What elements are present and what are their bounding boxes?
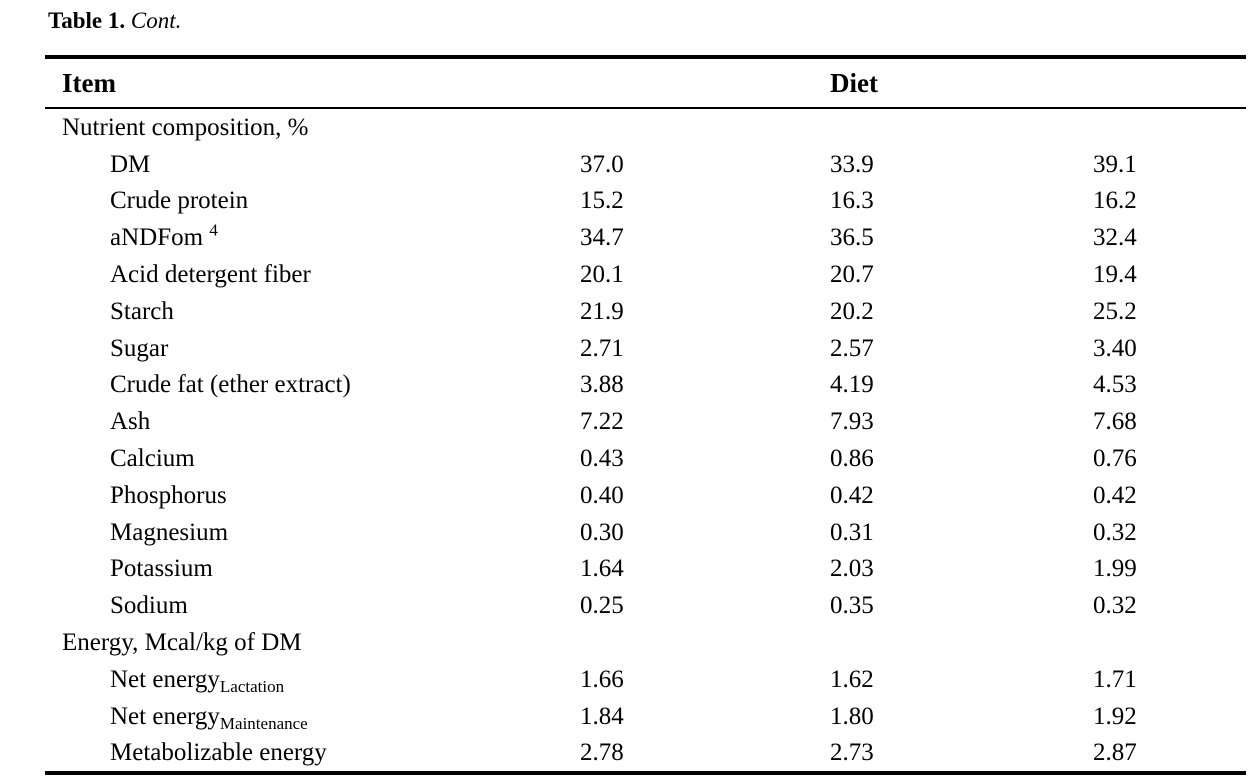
table-row: Sugar 2.71 2.57 3.40 [45, 330, 1246, 367]
column-header-diet: Diet [830, 67, 878, 98]
subscript-label: Lactation [219, 676, 285, 696]
cell-value: 19.4 [1093, 261, 1137, 289]
cell-value: 0.86 [830, 445, 874, 473]
table-row: Phosphorus 0.40 0.42 0.42 [45, 477, 1246, 514]
row-label: Potassium [110, 555, 213, 583]
cell-value: 0.25 [580, 592, 624, 620]
cell-value: 37.0 [580, 150, 624, 178]
cell-value: 0.40 [580, 481, 624, 509]
table-row: Calcium 0.43 0.86 0.76 [45, 440, 1246, 477]
cell-value: 32.4 [1093, 224, 1137, 252]
cell-value: 1.66 [580, 665, 624, 693]
cell-value: 7.22 [580, 408, 624, 436]
cell-value: 0.42 [830, 481, 874, 509]
cell-value: 3.88 [580, 371, 624, 399]
table-row: Potassium 1.64 2.03 1.99 [45, 551, 1246, 588]
row-label: Energy, Mcal/kg of DM [62, 629, 302, 657]
table-caption: Table 1. Cont. [48, 8, 181, 34]
cell-value: 4.19 [830, 371, 874, 399]
cell-value: 20.7 [830, 261, 874, 289]
row-label: Sodium [110, 592, 188, 620]
table-row: DM 37.0 33.9 39.1 [45, 146, 1246, 183]
footnote-superscript: 4 [209, 220, 218, 240]
section-row: Energy, Mcal/kg of DM [45, 624, 1246, 661]
table-body: Nutrient composition, % DM 37.0 33.9 39.1 Cru… [45, 109, 1246, 771]
table-caption-number: Table 1. [48, 8, 126, 33]
row-label: Crude fat (ether extract) [110, 371, 351, 399]
row-label: Sugar [110, 334, 169, 362]
row-label: Net energyLactation [110, 665, 285, 696]
cell-value: 0.42 [1093, 481, 1137, 509]
cell-value: 20.2 [830, 297, 874, 325]
cell-value: 36.5 [830, 224, 874, 252]
table-row: Starch 21.9 20.2 25.2 [45, 293, 1246, 330]
cell-value: 0.35 [830, 592, 874, 620]
cell-value: 7.93 [830, 408, 874, 436]
cell-value: 1.80 [830, 702, 874, 730]
cell-value: 1.71 [1093, 665, 1137, 693]
row-label: Phosphorus [110, 481, 227, 509]
cell-value: 1.64 [580, 555, 624, 583]
row-label: Calcium [110, 445, 195, 473]
cell-value: 16.3 [830, 187, 874, 215]
table-row: Metabolizable energy 2.78 2.73 2.87 [45, 735, 1246, 772]
row-label: Acid detergent fiber [110, 261, 311, 289]
cell-value: 34.7 [580, 224, 624, 252]
cell-value: 33.9 [830, 150, 874, 178]
row-label: Metabolizable energy [110, 739, 327, 767]
section-row: Nutrient composition, % [45, 109, 1246, 146]
cell-value: 3.40 [1093, 334, 1137, 362]
row-label: Crude protein [110, 187, 249, 215]
row-label: Starch [110, 297, 174, 325]
cell-value: 2.71 [580, 334, 624, 362]
nutrient-table: Item Diet Nutrient composition, % DM 37.0 3… [45, 55, 1246, 776]
table-row: Acid detergent fiber 20.1 20.7 19.4 [45, 256, 1246, 293]
cell-value: 4.53 [1093, 371, 1137, 399]
cell-value: 2.78 [580, 739, 624, 767]
row-label: Magnesium [110, 518, 229, 546]
cell-value: 1.99 [1093, 555, 1137, 583]
table-row: Net energyLactation 1.66 1.62 1.71 [45, 661, 1246, 698]
cell-value: 25.2 [1093, 297, 1137, 325]
row-label: Net energyMaintenance [110, 702, 308, 733]
cell-value: 21.9 [580, 297, 624, 325]
cell-value: 1.62 [830, 665, 874, 693]
cell-value: 20.1 [580, 261, 624, 289]
table-row: Crude protein 15.2 16.3 16.2 [45, 183, 1246, 220]
row-label: Ash [110, 408, 151, 436]
subscript-label: Maintenance [219, 713, 308, 733]
cell-value: 0.76 [1093, 445, 1137, 473]
table-row: Net energyMaintenance 1.84 1.80 1.92 [45, 698, 1246, 735]
table-row: Ash 7.22 7.93 7.68 [45, 403, 1246, 440]
cell-value: 1.84 [580, 702, 624, 730]
cell-value: 15.2 [580, 187, 624, 215]
cell-value: 0.31 [830, 518, 874, 546]
row-label: Nutrient composition, % [62, 113, 309, 141]
table-caption-cont: Cont. [130, 8, 182, 33]
cell-value: 1.92 [1093, 702, 1137, 730]
cell-value: 0.43 [580, 445, 624, 473]
table-header-row: Item Diet [45, 59, 1246, 109]
cell-value: 0.30 [580, 518, 624, 546]
row-label: DM [110, 150, 151, 178]
table-row: Crude fat (ether extract) 3.88 4.19 4.53 [45, 367, 1246, 404]
cell-value: 2.57 [830, 334, 874, 362]
cell-value: 2.73 [830, 739, 874, 767]
cell-value: 39.1 [1093, 150, 1137, 178]
column-header-item: Item [62, 67, 116, 98]
cell-value: 0.32 [1093, 592, 1137, 620]
row-label: aNDFom 4 [110, 220, 218, 252]
cell-value: 7.68 [1093, 408, 1137, 436]
table-row: Magnesium 0.30 0.31 0.32 [45, 514, 1246, 551]
table-row: aNDFom 4 34.7 36.5 32.4 [45, 219, 1246, 256]
table-row: Sodium 0.25 0.35 0.32 [45, 587, 1246, 624]
cell-value: 2.87 [1093, 739, 1137, 767]
cell-value: 2.03 [830, 555, 874, 583]
cell-value: 16.2 [1093, 187, 1137, 215]
cell-value: 0.32 [1093, 518, 1137, 546]
